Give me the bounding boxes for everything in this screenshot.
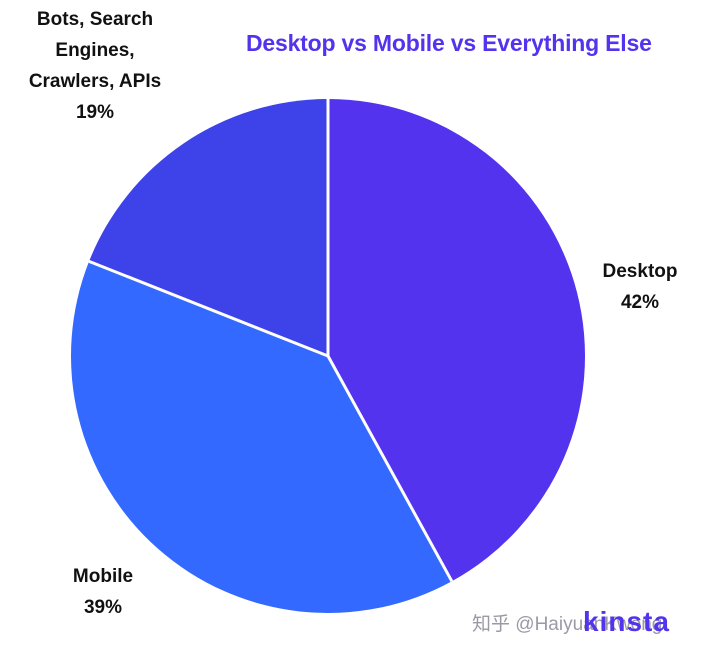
slice-label-desktop-pct: 42% — [620, 292, 660, 313]
slice-divider — [326, 355, 454, 582]
slice-divider — [88, 259, 329, 358]
watermark-text: 知乎 @HaiyuanKwong — [472, 614, 663, 635]
slice-label-mobile: Mobile 39% — [58, 561, 148, 623]
slice-label-bots: Bots, Search Engines, Crawlers, APIs 19% — [20, 4, 170, 128]
pie-slices — [71, 99, 586, 613]
slice-label-bots-name: Bots, Search Engines, Crawlers, APIs — [28, 9, 162, 92]
slice-label-bots-pct: 19% — [75, 102, 115, 123]
slice-label-desktop: Desktop 42% — [590, 256, 690, 318]
pie-slice-mobile — [71, 261, 452, 613]
slice-label-mobile-pct: 39% — [83, 597, 123, 618]
slice-label-desktop-name: Desktop — [602, 261, 678, 282]
pie-slice-bots — [89, 99, 328, 356]
chart-title: Desktop vs Mobile vs Everything Else — [246, 30, 652, 56]
pie-slice-desktop — [328, 99, 586, 582]
kinsta-logo: kinsta — [583, 606, 670, 637]
slice-label-mobile-name: Mobile — [72, 566, 134, 587]
